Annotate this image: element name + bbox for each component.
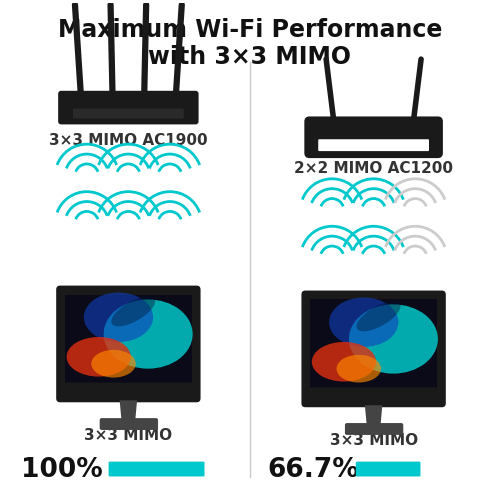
- FancyBboxPatch shape: [56, 286, 201, 403]
- Ellipse shape: [349, 304, 438, 374]
- Text: Maximum Wi-Fi Performance
with 3×3 MIMO: Maximum Wi-Fi Performance with 3×3 MIMO: [58, 18, 442, 70]
- FancyBboxPatch shape: [345, 423, 404, 435]
- Ellipse shape: [356, 301, 401, 332]
- Polygon shape: [364, 404, 382, 425]
- Ellipse shape: [312, 342, 376, 382]
- Ellipse shape: [336, 355, 381, 382]
- FancyBboxPatch shape: [310, 300, 437, 392]
- Text: 3×3 MIMO: 3×3 MIMO: [84, 428, 172, 443]
- FancyBboxPatch shape: [65, 294, 192, 388]
- Text: 66.7%: 66.7%: [268, 456, 360, 482]
- FancyBboxPatch shape: [306, 118, 442, 157]
- FancyBboxPatch shape: [108, 462, 204, 476]
- FancyBboxPatch shape: [318, 139, 429, 151]
- Text: 3×3 MIMO: 3×3 MIMO: [330, 433, 418, 448]
- Ellipse shape: [112, 296, 156, 326]
- Ellipse shape: [66, 337, 131, 376]
- FancyBboxPatch shape: [58, 91, 198, 124]
- Ellipse shape: [104, 300, 192, 368]
- FancyBboxPatch shape: [58, 382, 198, 400]
- Ellipse shape: [92, 350, 136, 378]
- Ellipse shape: [329, 298, 398, 347]
- Text: 100%: 100%: [20, 456, 102, 482]
- FancyBboxPatch shape: [304, 388, 444, 406]
- Ellipse shape: [84, 292, 153, 342]
- FancyBboxPatch shape: [302, 290, 446, 407]
- Polygon shape: [120, 398, 138, 420]
- FancyBboxPatch shape: [100, 418, 158, 430]
- Text: 2×2 MIMO AC1200: 2×2 MIMO AC1200: [294, 161, 453, 176]
- Text: 3×3 MIMO AC1900: 3×3 MIMO AC1900: [49, 134, 207, 148]
- FancyBboxPatch shape: [73, 108, 184, 118]
- FancyBboxPatch shape: [356, 462, 420, 476]
